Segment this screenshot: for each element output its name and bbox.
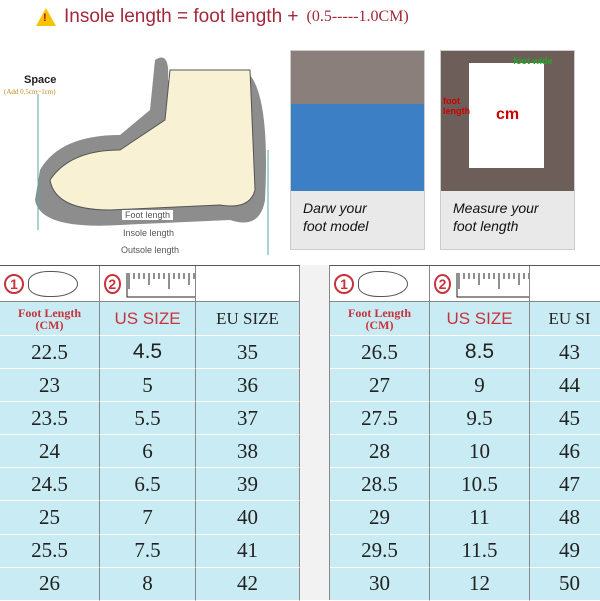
foot-length-cell: 24.5 [0, 468, 100, 502]
us-size-cell: 11.5 [430, 534, 530, 568]
eu-size-cell: 37 [196, 402, 300, 436]
footprint-icon [28, 270, 78, 297]
foot-length-unit: (CM) [35, 317, 64, 332]
foot-length-cell: 29 [330, 501, 430, 535]
us-size-cell: 11 [430, 501, 530, 535]
eu-size-cell: 38 [196, 435, 300, 469]
us-size-cell: 4.5 [100, 336, 196, 370]
header-foot-length: Foot Length (CM) [0, 302, 100, 336]
us-size-cell: 8.5 [430, 336, 530, 370]
foot-length-label: Foot length [122, 210, 174, 220]
photo-draw-foot: Darw your foot model [290, 50, 425, 250]
step-2-badge: 2 [104, 273, 121, 294]
step-1-cell: 1 [0, 266, 100, 302]
photo-measure-foot: foot wide foot length cm Measure your foo… [440, 50, 575, 250]
foot-length-cell: 27.5 [330, 402, 430, 436]
eu-size-cell: 48 [530, 501, 600, 535]
foot-length-cell: 25.5 [0, 534, 100, 568]
step-2-cell: 2 [100, 266, 196, 302]
header-us-size: US SIZE [100, 302, 196, 336]
foot-length-cell: 29.5 [330, 534, 430, 568]
foot-length-cell: 27 [330, 369, 430, 403]
eu-size-cell: 35 [196, 336, 300, 370]
eu-size-cell: 47 [530, 468, 600, 502]
foot-length-title: Foot Length [348, 305, 411, 320]
table-divider [300, 265, 330, 600]
foot-length-cell: 26 [0, 567, 100, 601]
us-size-cell: 12 [430, 567, 530, 601]
formula: ! Insole length = foot length + (0.5----… [36, 6, 409, 28]
foot-length-cell: 25 [0, 501, 100, 535]
us-size-cell: 8 [100, 567, 196, 601]
foot-length-note: foot length [443, 96, 470, 116]
header-blank [196, 266, 300, 302]
insole-length-label: Insole length [120, 228, 178, 238]
foot-length-cell: 23.5 [0, 402, 100, 436]
eu-size-cell: 44 [530, 369, 600, 403]
shoe-diagram [35, 57, 269, 255]
foot-length-cell: 22.5 [0, 336, 100, 370]
foot-length-cell: 26.5 [330, 336, 430, 370]
foot-length-cell: 28.5 [330, 468, 430, 502]
outsole-length-label: Outsole length [118, 245, 183, 255]
instructions-banner: ! Insole length = foot length + (0.5----… [0, 0, 600, 262]
foot-length-cell: 23 [0, 369, 100, 403]
foot-wide-note: foot wide [513, 56, 553, 66]
space-note: (Add 0.5cm~1cm) [4, 88, 56, 96]
ruler-icon [456, 272, 529, 297]
formula-text: Insole length = foot length + [64, 6, 299, 27]
step-1-badge: 1 [334, 273, 354, 294]
caption-line: foot length [453, 218, 519, 234]
us-size-cell: 9 [430, 369, 530, 403]
caption-line: foot model [303, 218, 369, 234]
foot-length-cell: 28 [330, 435, 430, 469]
us-size-cell: 10 [430, 435, 530, 469]
step-2-cell: 2 [430, 266, 530, 302]
footprint-icon [358, 270, 408, 297]
header-blank [530, 266, 600, 302]
foot-length-unit: (CM) [365, 317, 394, 332]
header-eu-size: EU SI [530, 302, 600, 336]
us-size-cell: 5.5 [100, 402, 196, 436]
eu-size-cell: 42 [196, 567, 300, 601]
cm-note: cm [496, 106, 520, 123]
space-label: Space [24, 74, 57, 86]
us-size-cell: 10.5 [430, 468, 530, 502]
foot-length-cell: 30 [330, 567, 430, 601]
size-table-right: 1 2 Foot Length (CM) US SIZE EU SI 26.5 8.5 43 27… [330, 265, 600, 601]
eu-size-cell: 45 [530, 402, 600, 436]
caption-line: Measure your [453, 200, 539, 216]
us-size-cell: 7.5 [100, 534, 196, 568]
us-size-cell: 9.5 [430, 402, 530, 436]
foot-length-cell: 24 [0, 435, 100, 469]
eu-size-cell: 36 [196, 369, 300, 403]
eu-size-cell: 46 [530, 435, 600, 469]
us-size-cell: 6.5 [100, 468, 196, 502]
foot-length-title: Foot Length [18, 305, 81, 320]
step-1-cell: 1 [330, 266, 430, 302]
step-2-badge: 2 [434, 273, 452, 294]
size-table-left: 1 2 Foot Length (CM) US SIZE EU SIZE 22.5 4.5 35… [0, 265, 300, 601]
warning-icon: ! [36, 8, 56, 26]
eu-size-cell: 39 [196, 468, 300, 502]
us-size-cell: 5 [100, 369, 196, 403]
us-size-cell: 6 [100, 435, 196, 469]
eu-size-cell: 40 [196, 501, 300, 535]
step-1-badge: 1 [4, 273, 24, 294]
header-foot-length: Foot Length (CM) [330, 302, 430, 336]
eu-size-cell: 49 [530, 534, 600, 568]
us-size-cell: 7 [100, 501, 196, 535]
eu-size-cell: 50 [530, 567, 600, 601]
header-eu-size: EU SIZE [196, 302, 300, 336]
formula-range: (0.5-----1.0CM) [306, 8, 409, 25]
ruler-icon [126, 272, 195, 297]
eu-size-cell: 41 [196, 534, 300, 568]
header-us-size: US SIZE [430, 302, 530, 336]
eu-size-cell: 43 [530, 336, 600, 370]
caption-line: Darw your [303, 200, 367, 216]
